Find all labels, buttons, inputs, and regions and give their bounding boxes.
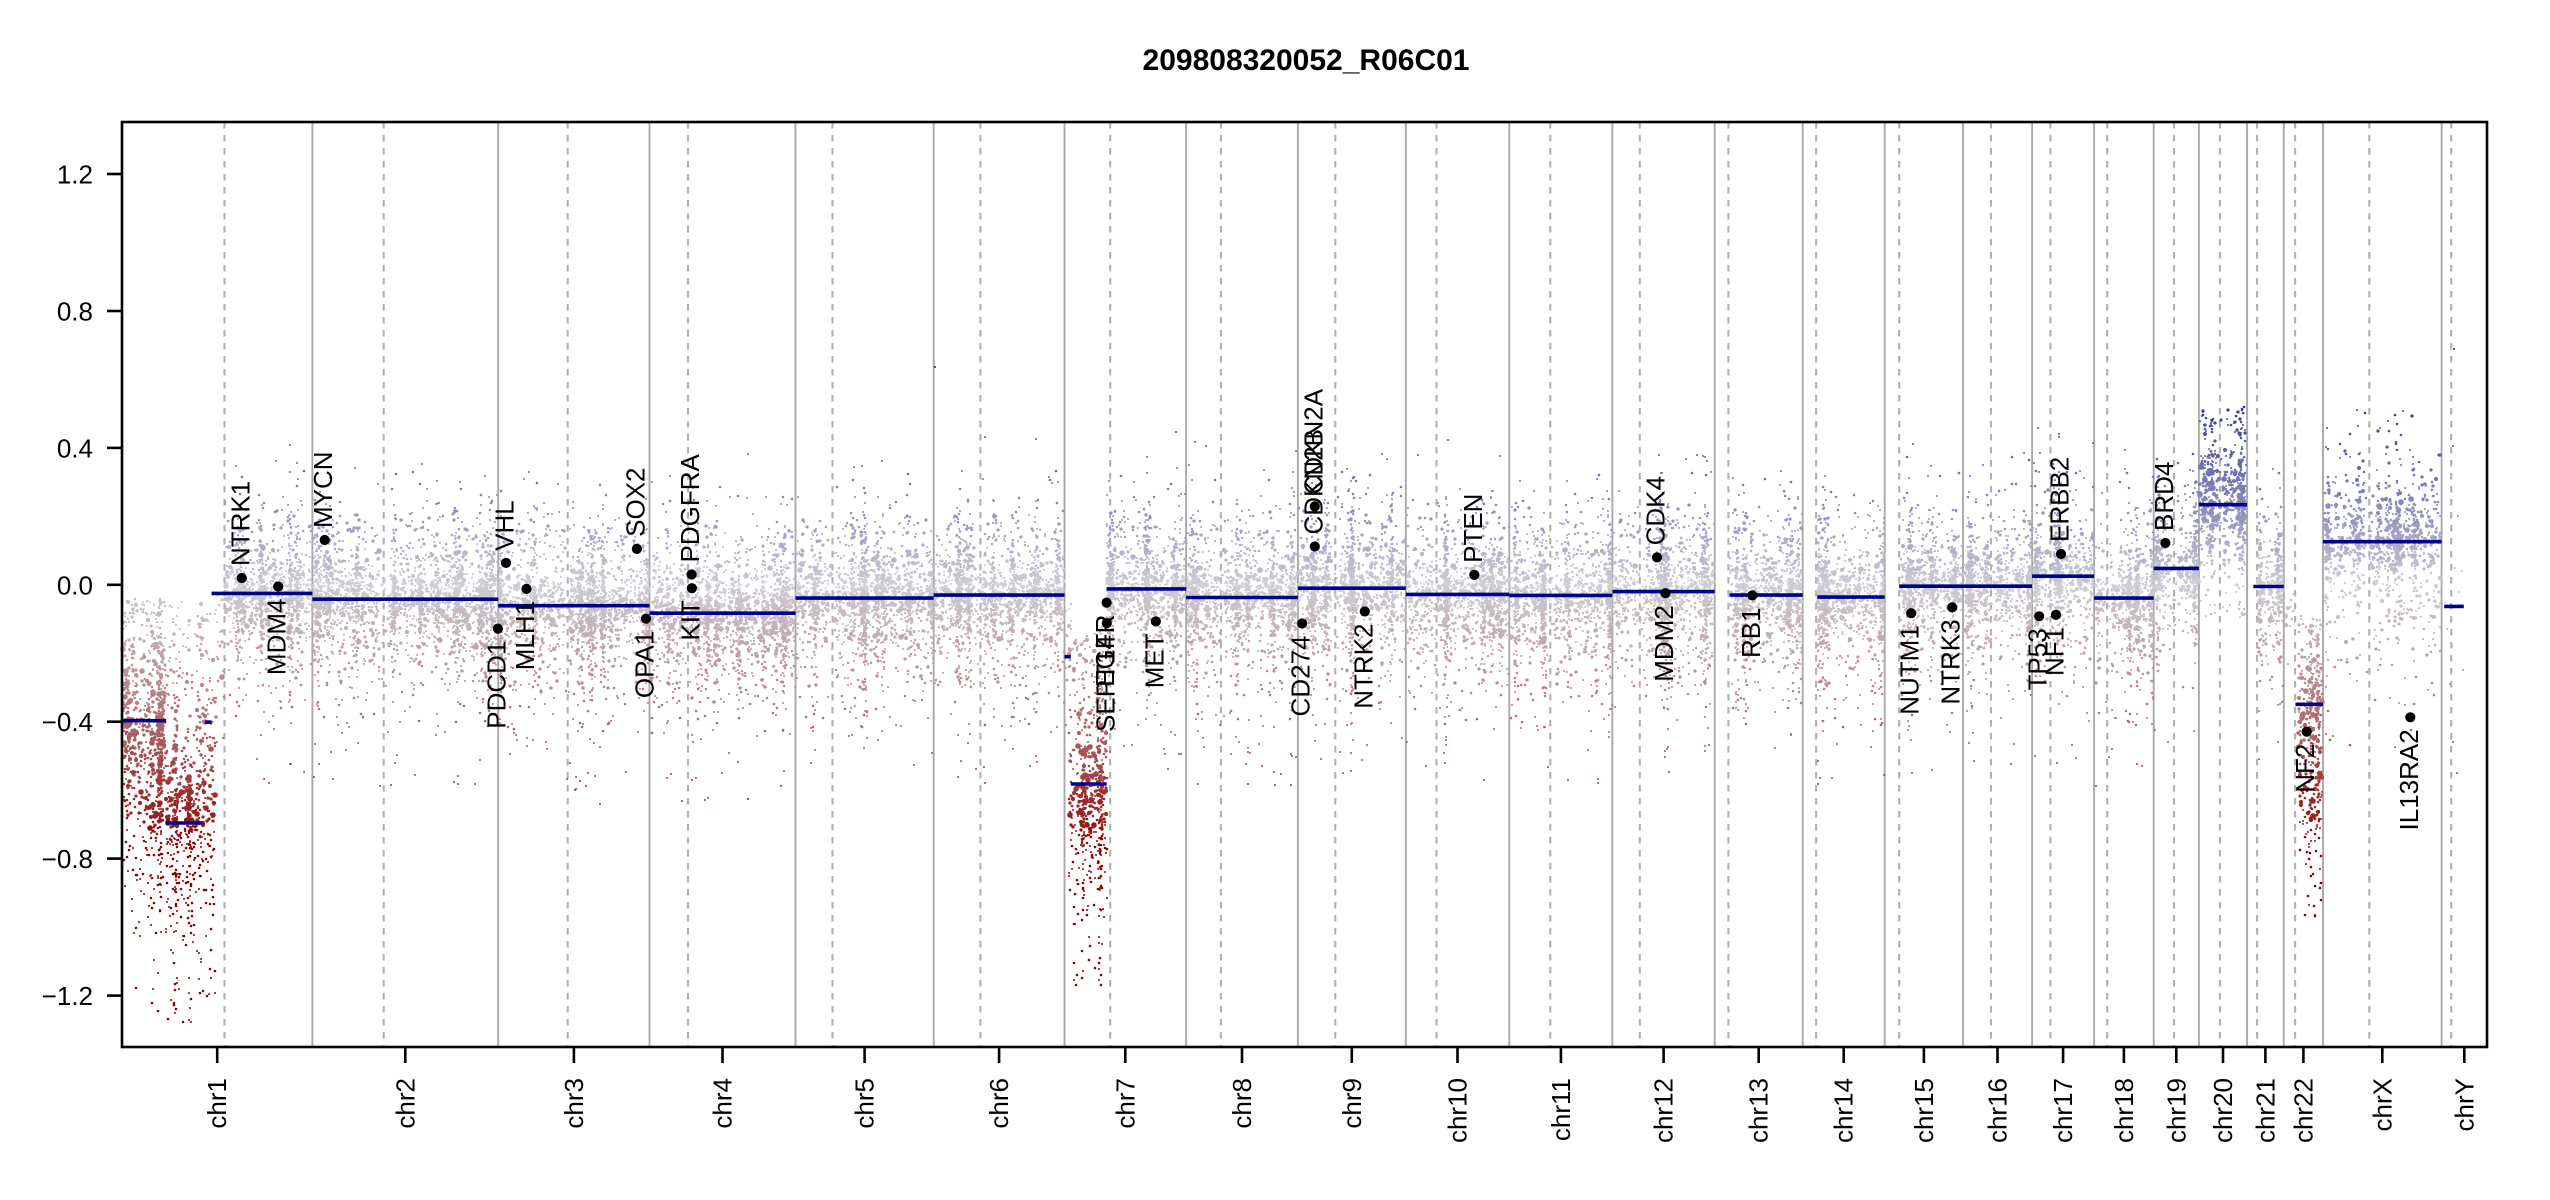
svg-text:PDGFRA: PDGFRA (675, 454, 705, 563)
svg-text:209808320052_R06C01: 209808320052_R06C01 (1143, 44, 1470, 77)
svg-text:chr20: chr20 (2208, 1078, 2238, 1143)
svg-text:−0.8: −0.8 (42, 844, 93, 874)
svg-text:chrX: chrX (2367, 1078, 2397, 1131)
svg-text:NTRK1: NTRK1 (225, 481, 255, 566)
svg-text:NF1: NF1 (2039, 627, 2069, 676)
svg-text:chr16: chr16 (1983, 1078, 2013, 1143)
svg-text:chr2: chr2 (390, 1078, 420, 1129)
svg-text:chr15: chr15 (1909, 1078, 1939, 1143)
svg-text:chr8: chr8 (1227, 1078, 1257, 1129)
svg-text:MDM4: MDM4 (262, 599, 292, 676)
svg-text:MLH1: MLH1 (510, 601, 540, 670)
svg-text:chr11: chr11 (1546, 1078, 1576, 1141)
svg-text:SEPT14: SEPT14 (1090, 635, 1120, 732)
svg-text:chr4: chr4 (708, 1078, 738, 1129)
svg-text:1.2: 1.2 (57, 160, 93, 190)
svg-text:KIT: KIT (675, 600, 705, 641)
svg-text:RB1: RB1 (1736, 607, 1766, 658)
svg-text:NF2: NF2 (2290, 744, 2320, 793)
svg-text:ERBB2: ERBB2 (2045, 457, 2075, 542)
svg-text:CDKN2B: CDKN2B (1298, 429, 1328, 534)
svg-text:chrY: chrY (2449, 1078, 2479, 1131)
svg-text:chr10: chr10 (1443, 1078, 1473, 1143)
svg-text:chr3: chr3 (559, 1078, 589, 1129)
svg-text:chr9: chr9 (1337, 1078, 1367, 1129)
svg-text:NTRK3: NTRK3 (1936, 619, 1966, 704)
svg-text:−1.2: −1.2 (42, 981, 93, 1011)
svg-text:0.0: 0.0 (57, 570, 93, 600)
svg-text:chr21: chr21 (2250, 1078, 2280, 1143)
svg-text:MET: MET (1139, 633, 1169, 688)
svg-text:chr1: chr1 (202, 1078, 232, 1129)
svg-text:BRD4: BRD4 (2149, 462, 2179, 531)
svg-text:MDM2: MDM2 (1649, 605, 1679, 682)
svg-text:VHL: VHL (490, 500, 520, 551)
svg-text:chr7: chr7 (1110, 1078, 1140, 1129)
svg-text:chr18: chr18 (2109, 1078, 2139, 1143)
svg-text:CDKN2A: CDKN2A (1298, 388, 1328, 494)
svg-text:MYCN: MYCN (308, 451, 338, 528)
svg-text:chr19: chr19 (2161, 1078, 2191, 1143)
svg-text:chr12: chr12 (1649, 1078, 1679, 1143)
svg-text:chr13: chr13 (1744, 1078, 1774, 1143)
svg-text:0.8: 0.8 (57, 297, 93, 327)
svg-text:chr22: chr22 (2288, 1078, 2318, 1143)
svg-text:SOX2: SOX2 (620, 468, 650, 537)
svg-text:CD274: CD274 (1286, 636, 1316, 717)
svg-text:0.4: 0.4 (57, 433, 93, 463)
svg-text:CDK4: CDK4 (1641, 476, 1671, 545)
svg-text:PDCD1: PDCD1 (481, 641, 511, 729)
svg-text:chr5: chr5 (850, 1078, 880, 1129)
svg-text:NTRK2: NTRK2 (1348, 624, 1378, 709)
svg-text:NUTM1: NUTM1 (1895, 625, 1925, 715)
svg-text:PTEN: PTEN (1458, 494, 1488, 563)
svg-text:chr6: chr6 (984, 1078, 1014, 1129)
svg-text:chr14: chr14 (1829, 1078, 1859, 1143)
svg-text:−0.4: −0.4 (42, 707, 93, 737)
svg-text:OPA1: OPA1 (630, 631, 660, 698)
svg-text:chr17: chr17 (2048, 1078, 2078, 1143)
svg-text:IL13RA2: IL13RA2 (2394, 729, 2424, 830)
svg-text:TP53: TP53 (2023, 628, 2053, 690)
